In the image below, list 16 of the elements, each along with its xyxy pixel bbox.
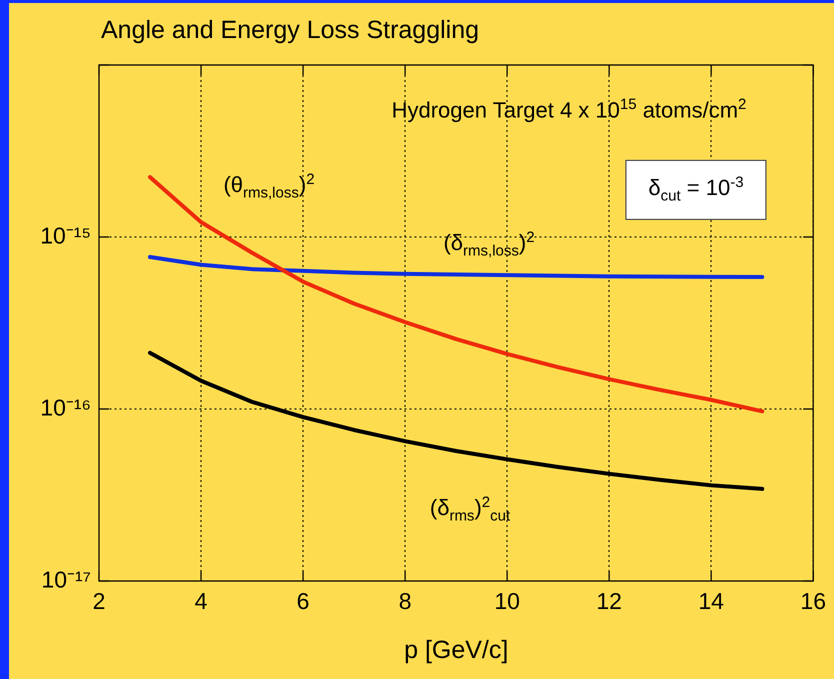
x-tick-label: 14 bbox=[698, 588, 724, 614]
annotation: δ$_{cut}$ = 10$^{-3}$ bbox=[625, 160, 767, 220]
chart-title: Angle and Energy Loss Straggling bbox=[101, 16, 480, 45]
x-tick-label: 12 bbox=[596, 588, 622, 614]
x-tick-label: 6 bbox=[296, 588, 310, 614]
x-axis-title: p [GeV/c] bbox=[404, 636, 508, 665]
x-tick-label: 10 bbox=[494, 588, 520, 614]
x-tick-label: 4 bbox=[194, 588, 208, 614]
x-tick-label: 8 bbox=[398, 588, 412, 614]
series-label: (δ$_{rms,loss}$)$^{2}$ bbox=[443, 228, 535, 260]
y-tick-label: 10⁻¹⁵ bbox=[40, 222, 91, 248]
annotation: Hydrogen Target 4 x 10$^{15}$ atoms/cm$^{2}$ bbox=[392, 96, 746, 123]
y-tick-label: 10⁻¹⁷ bbox=[41, 566, 91, 592]
x-tick-label: 2 bbox=[92, 588, 106, 614]
x-tick-label: 16 bbox=[800, 588, 826, 614]
y-tick-label: 10⁻¹⁶ bbox=[40, 394, 91, 420]
